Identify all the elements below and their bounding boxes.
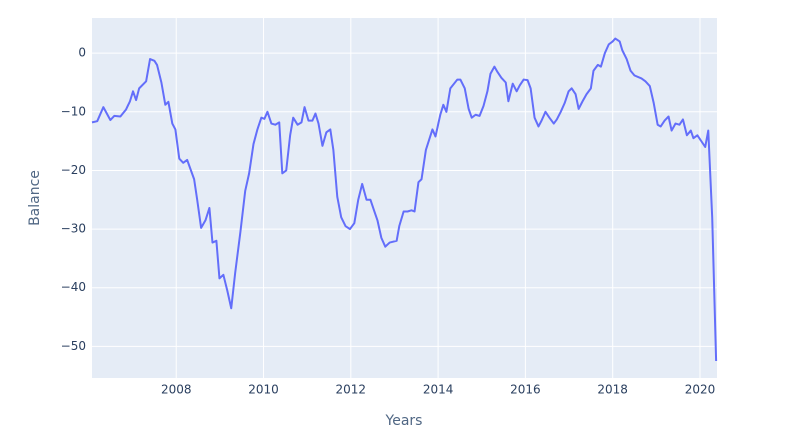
- x-tick-label: 2014: [423, 383, 454, 397]
- x-tick-label: 2010: [248, 383, 279, 397]
- plot-area: [92, 18, 717, 378]
- y-tick-label: −30: [61, 222, 86, 236]
- y-tick-label: 0: [78, 46, 86, 60]
- y-tick-label: −20: [61, 163, 86, 177]
- x-tick-label: 2012: [336, 383, 367, 397]
- x-tick-label: 2020: [685, 383, 716, 397]
- x-axis-title: Years: [385, 413, 423, 429]
- y-tick-label: −50: [61, 339, 86, 353]
- y-tick-label: −10: [61, 104, 86, 118]
- y-tick-label: −40: [61, 280, 86, 294]
- y-axis-title: Balance: [27, 170, 43, 226]
- x-tick-label: 2016: [510, 383, 541, 397]
- x-tick-label: 2018: [597, 383, 628, 397]
- x-tick-label: 2008: [161, 383, 192, 397]
- data-line: [91, 37, 718, 362]
